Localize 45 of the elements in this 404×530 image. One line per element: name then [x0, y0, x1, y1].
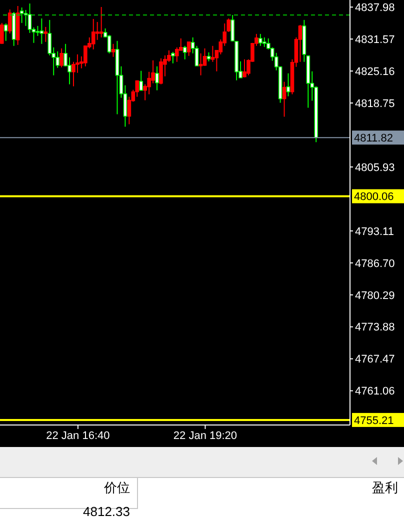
candlestick: [4, 22, 8, 42]
y-tick-label: 4786.70: [355, 258, 395, 270]
candlestick: [186, 41, 191, 56]
text: 4812.33: [82, 504, 130, 519]
candlestick: [159, 58, 163, 85]
candlestick: [36, 25, 40, 36]
text: 价位: [103, 479, 130, 497]
ref-line-label: 4800.06: [354, 191, 394, 204]
candlestick: [262, 36, 266, 48]
candlestick: [107, 34, 112, 54]
candlestick: [95, 21, 100, 40]
x-tick-label: 22 Jan 16:40: [46, 430, 110, 442]
y-tick-label: 4805.93: [355, 162, 395, 174]
candlestick: [139, 70, 143, 92]
candlestick: [0, 22, 4, 44]
candlestick: [91, 18, 96, 50]
y-tick-label: 4761.06: [355, 386, 395, 398]
candlestick: [8, 8, 12, 34]
candlestick: [99, 6, 104, 38]
candlestick: [298, 24, 302, 62]
candlestick: [171, 51, 175, 64]
candlestick: [40, 18, 44, 44]
y-tick-label: 4767.47: [355, 354, 395, 366]
candlestick: [242, 58, 246, 78]
candlestick: [60, 48, 64, 68]
y-tick-label: 4831.57: [355, 34, 395, 46]
y-tick-label: 4818.75: [355, 98, 395, 110]
text: 盈利: [372, 479, 398, 497]
x-tick-label: 22 Jan 19:20: [173, 430, 238, 442]
candlestick: [155, 66, 159, 91]
candlestick: [282, 81, 286, 118]
candlestick: [258, 33, 262, 46]
y-tick-label: 4780.29: [355, 290, 395, 302]
y-tick-label: 4825.16: [355, 66, 395, 78]
candlestick: [286, 72, 290, 97]
y-tick-label: 4793.11: [355, 226, 394, 238]
y-tick-label: 4773.88: [355, 322, 395, 334]
candlestick: [20, 6, 24, 24]
ref-line-label: 4811.82: [354, 132, 393, 145]
candlestick: [175, 46, 179, 62]
candlestick: [111, 43, 116, 58]
ref-line-label: 4755.21: [354, 414, 394, 427]
y-tick-label: 4837.98: [355, 2, 395, 14]
candlestick: [182, 45, 187, 60]
candlestick: [44, 26, 48, 42]
